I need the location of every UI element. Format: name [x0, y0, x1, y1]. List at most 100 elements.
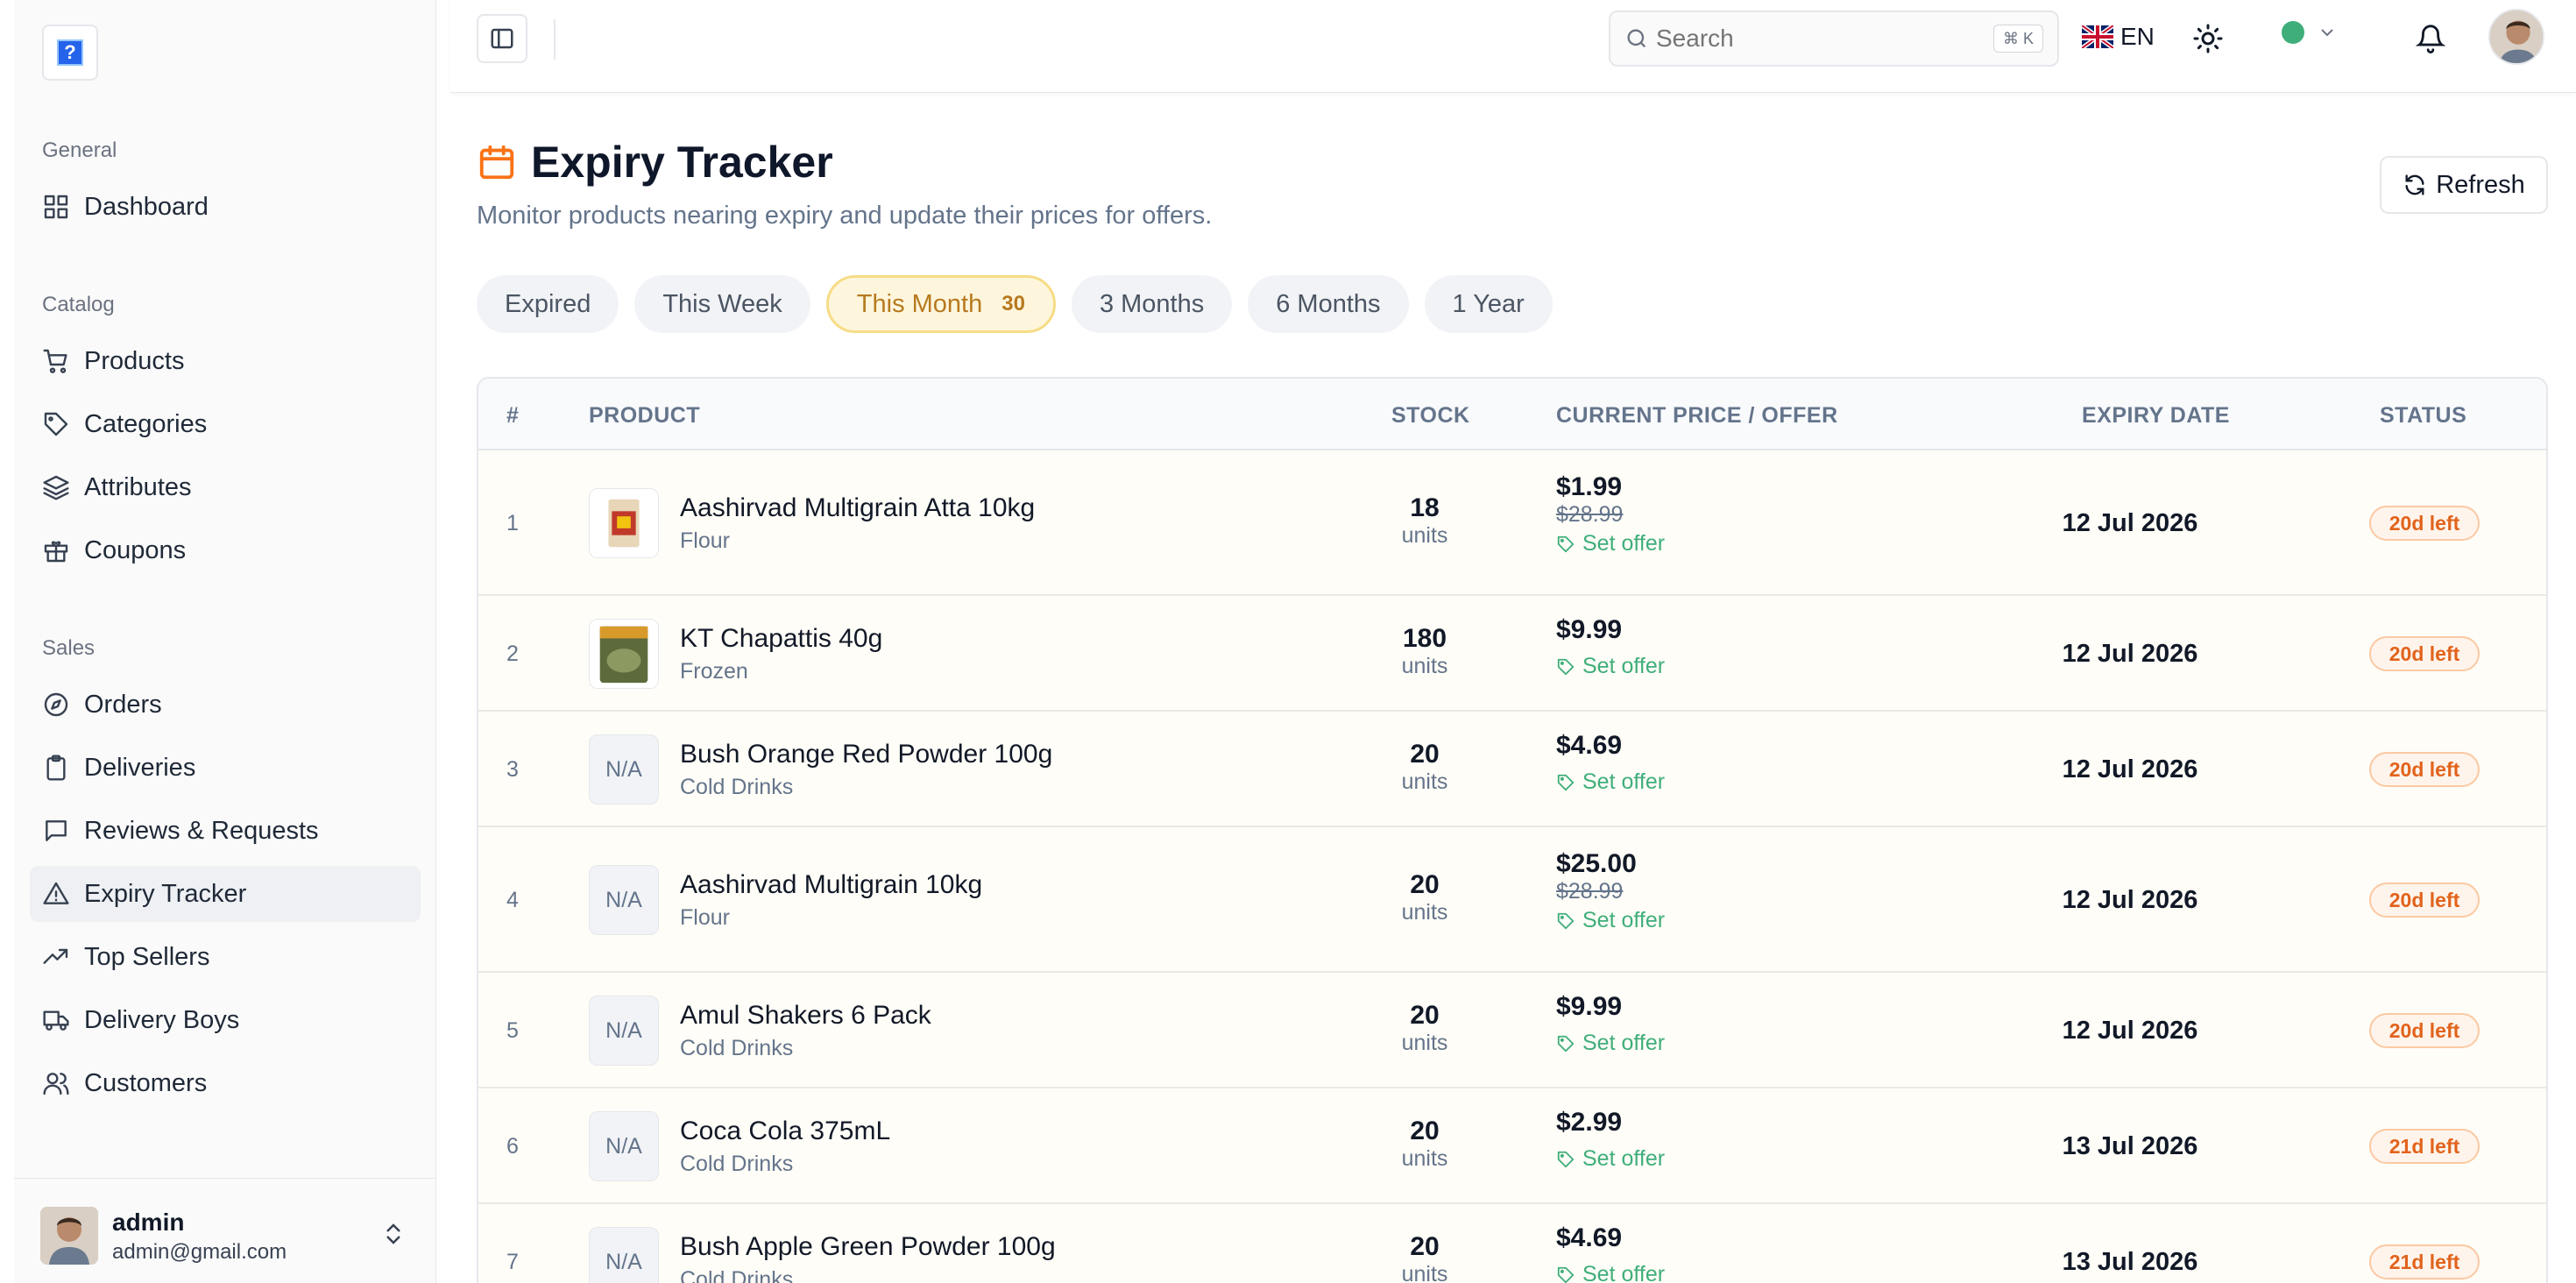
- set-offer-label: Set offer: [1582, 1262, 1666, 1283]
- table-row[interactable]: 3 N/A Bush Orange Red Powder 100g Cold Drin…: [478, 712, 2546, 827]
- product-category: Frozen: [680, 659, 748, 684]
- sidebar-item-attributes[interactable]: Attributes: [30, 459, 421, 515]
- sidebar-item-label: Products: [84, 346, 185, 375]
- logo-glyph: ?: [57, 39, 83, 66]
- stock-cell: 20 units: [1355, 1116, 1495, 1172]
- language-selector[interactable]: EN: [2082, 16, 2155, 58]
- sidebar-item-label: Reviews & Requests: [84, 816, 319, 845]
- table-row[interactable]: 7 N/A Bush Apple Green Powder 100g Cold Dri…: [478, 1204, 2546, 1283]
- tab-expired[interactable]: Expired: [477, 275, 619, 333]
- tab-this-month[interactable]: This Month 30: [825, 275, 1056, 333]
- thumb-placeholder: N/A: [605, 1017, 642, 1043]
- theme-toggle-button[interactable]: [2187, 18, 2229, 60]
- current-price: $2.99: [1556, 1108, 1623, 1137]
- stock-unit: units: [1401, 900, 1448, 925]
- stock-cell: 18 units: [1355, 493, 1495, 549]
- product-name[interactable]: Bush Apple Green Powder 100g: [680, 1232, 1056, 1261]
- sidebar-item-customers[interactable]: Customers: [30, 1055, 421, 1111]
- tab-this-week[interactable]: This Week: [634, 275, 810, 333]
- table-row[interactable]: 2 KT Chapattis 40g Frozen 180 units $9.99 Set …: [478, 596, 2546, 712]
- user-menu[interactable]: admin admin@gmail.com: [14, 1178, 435, 1283]
- product-name[interactable]: Bush Orange Red Powder 100g: [680, 740, 1053, 769]
- sidebar-item-expiry-tracker[interactable]: Expiry Tracker: [30, 866, 421, 922]
- set-offer-link[interactable]: Set offer: [1556, 769, 1665, 795]
- uk-flag-icon: [2082, 25, 2113, 48]
- price-cell: $25.00 $28.99 Set offer: [1556, 849, 1665, 933]
- tab-1-year[interactable]: 1 Year: [1424, 275, 1553, 333]
- price-cell: $4.69 Set offer: [1556, 1223, 1665, 1283]
- table-row[interactable]: 6 N/A Coca Cola 375mL Cold Drinks 20 units $2.…: [478, 1088, 2546, 1204]
- table-row[interactable]: 5 N/A Amul Shakers 6 Pack Cold Drinks 20 unit…: [478, 973, 2546, 1088]
- set-offer-link[interactable]: Set offer: [1556, 1031, 1665, 1056]
- sidebar-item-categories[interactable]: Categories: [30, 396, 421, 452]
- current-price: $4.69: [1556, 1223, 1623, 1252]
- product-name[interactable]: Aashirvad Multigrain 10kg: [680, 870, 983, 899]
- product-category: Cold Drinks: [680, 1036, 794, 1060]
- product-thumbnail: N/A: [589, 996, 659, 1066]
- dashboard-icon: [44, 195, 68, 219]
- status-badge: 21d left: [2369, 1244, 2480, 1279]
- header-avatar[interactable]: [2488, 9, 2544, 65]
- search-box[interactable]: ⌘ K: [1609, 11, 2059, 67]
- set-offer-link[interactable]: Set offer: [1556, 531, 1665, 556]
- set-offer-link[interactable]: Set offer: [1556, 908, 1665, 933]
- cart-icon: [43, 349, 67, 373]
- set-offer-link[interactable]: Set offer: [1556, 1262, 1665, 1283]
- chevrons-up-down-icon[interactable]: [380, 1221, 407, 1247]
- sidebar-item-label: Deliveries: [84, 753, 196, 782]
- sidebar-item-orders[interactable]: Orders: [30, 677, 421, 733]
- table-row[interactable]: 4 N/A Aashirvad Multigrain 10kg Flour 20 unit…: [478, 827, 2546, 973]
- expiry-date: 13 Jul 2026: [2062, 1132, 2198, 1160]
- table-row[interactable]: 1 Aashirvad Multigrain Atta 10kg Flour 18 un…: [478, 450, 2546, 596]
- set-offer-label: Set offer: [1582, 1146, 1666, 1171]
- sidebar-item-dashboard[interactable]: Dashboard: [30, 179, 421, 235]
- gift-icon: [44, 541, 68, 563]
- sidebar-item-deliveries[interactable]: Deliveries: [30, 740, 421, 796]
- stock-count: 20: [1410, 1232, 1440, 1261]
- tab-3-months[interactable]: 3 Months: [1071, 275, 1233, 333]
- expiry-date: 12 Jul 2026: [2062, 640, 2198, 668]
- sidebar-item-coupons[interactable]: Coupons: [30, 522, 421, 578]
- message-icon: [46, 820, 67, 841]
- search-icon: [1627, 29, 1646, 48]
- notifications-button[interactable]: [2410, 18, 2452, 60]
- set-offer-link[interactable]: Set offer: [1556, 654, 1665, 679]
- app-logo[interactable]: ?: [42, 25, 98, 81]
- product-name[interactable]: Coca Cola 375mL: [680, 1116, 891, 1145]
- stock-cell: 20 units: [1355, 870, 1495, 925]
- search-input[interactable]: [1656, 25, 1989, 53]
- trending-up-icon: [43, 948, 68, 964]
- compass-icon: [44, 692, 68, 717]
- set-offer-link[interactable]: Set offer: [1556, 1146, 1665, 1172]
- product-name[interactable]: Amul Shakers 6 Pack: [680, 1001, 931, 1030]
- sidebar-item-label: Coupons: [84, 535, 187, 564]
- product-name[interactable]: KT Chapattis 40g: [680, 624, 883, 653]
- original-price: $28.99: [1556, 879, 1624, 904]
- col-status: STATUS: [2380, 403, 2467, 428]
- tab-6-months[interactable]: 6 Months: [1248, 275, 1409, 333]
- thumb-placeholder: N/A: [605, 756, 642, 782]
- tab-label: This Week: [662, 289, 782, 318]
- sidebar-item-label: Customers: [84, 1068, 208, 1097]
- status-badge: 20d left: [2369, 752, 2480, 787]
- sidebar-item-products[interactable]: Products: [30, 333, 421, 389]
- product-name[interactable]: Aashirvad Multigrain Atta 10kg: [680, 493, 1036, 522]
- status-badge: 20d left: [2369, 1013, 2480, 1048]
- current-price: $4.69: [1556, 731, 1623, 760]
- tag-icon: [44, 412, 68, 436]
- sidebar-item-delivery-boys[interactable]: Delivery Boys: [30, 992, 421, 1048]
- status-indicator: [2282, 21, 2304, 44]
- product-thumbnail: [589, 619, 659, 689]
- col-num: #: [506, 403, 520, 428]
- sidebar-item-reviews[interactable]: Reviews & Requests: [30, 803, 421, 859]
- product-category: Flour: [680, 528, 730, 553]
- product-category: Flour: [680, 905, 730, 930]
- sidebar-item-label: Delivery Boys: [84, 1005, 240, 1034]
- refresh-button[interactable]: Refresh: [2380, 156, 2548, 214]
- tag-icon: [1557, 1151, 1575, 1167]
- search-shortcut: ⌘ K: [1992, 25, 2043, 53]
- language-label: EN: [2120, 23, 2155, 50]
- sidebar-item-top-sellers[interactable]: Top Sellers: [30, 929, 421, 985]
- sidebar-toggle-button[interactable]: [477, 14, 527, 63]
- status-dropdown[interactable]: [2282, 21, 2338, 44]
